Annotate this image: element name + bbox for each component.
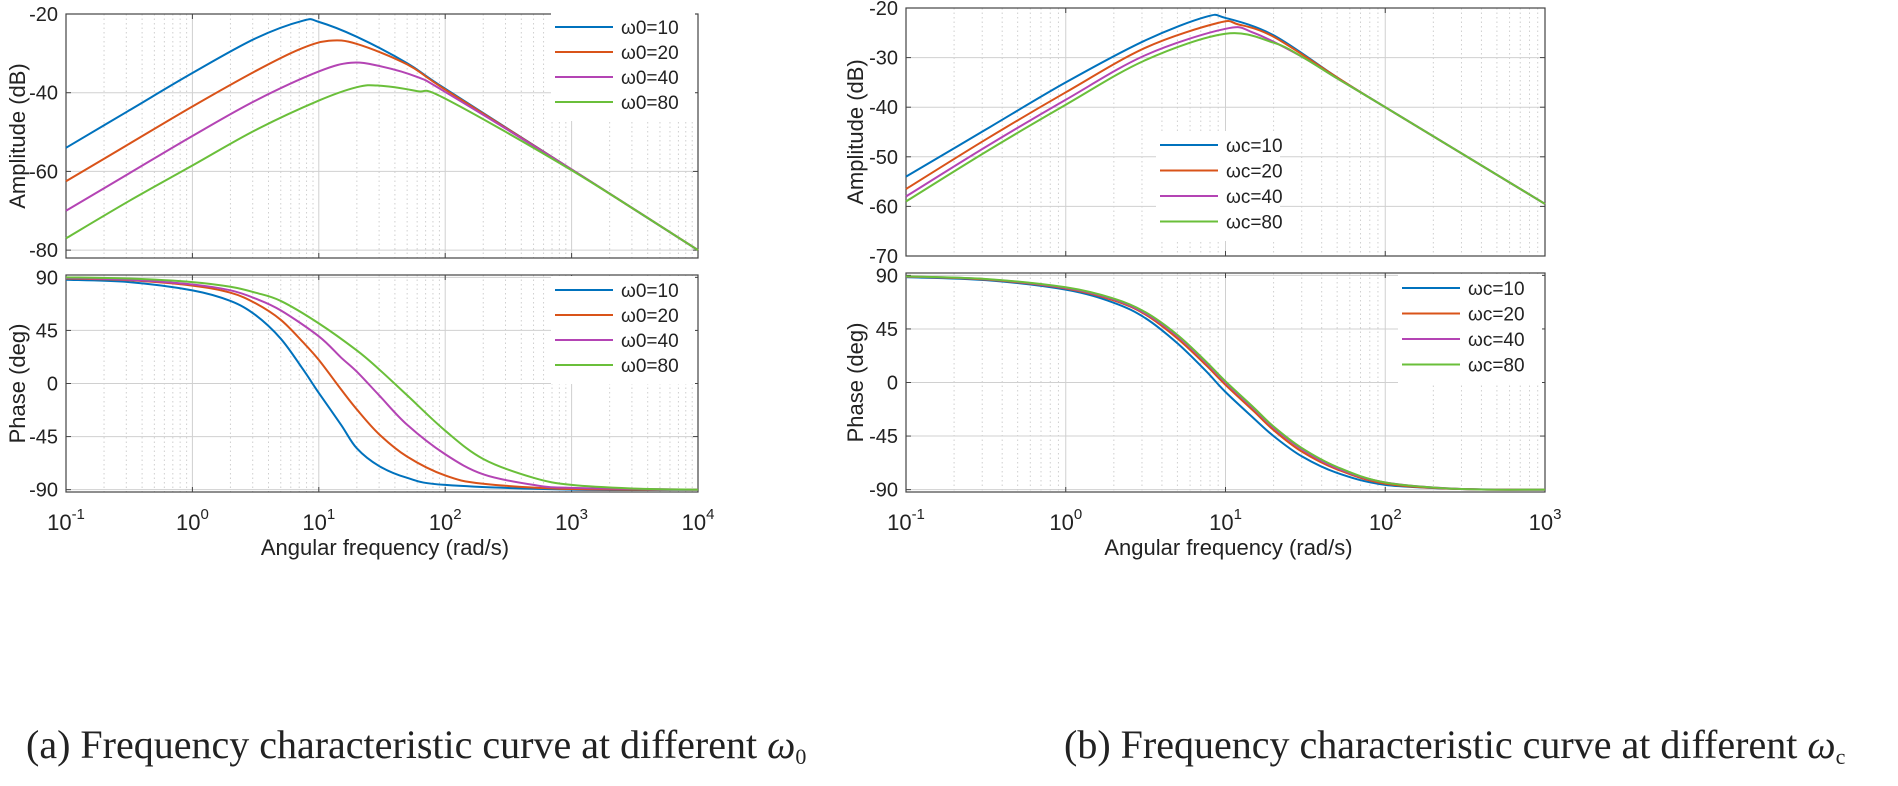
- series-line-1: [905, 276, 1546, 491]
- x-tick-label: 101: [1209, 506, 1242, 535]
- y-tick-label: -90: [869, 480, 898, 502]
- caption-b-symbol: ω: [1807, 722, 1836, 767]
- y-tick-label: 45: [36, 320, 58, 342]
- axes-box: [65, 13, 699, 259]
- caption-b-subscript: c: [1835, 744, 1846, 769]
- x-tick-label: 103: [555, 506, 588, 535]
- legend-label: ωc=40: [1226, 187, 1283, 208]
- x-tick-label: 104: [682, 506, 715, 535]
- y-tick-label: 90: [36, 267, 58, 289]
- x-tick-label: 100: [176, 506, 209, 535]
- series-line-1: [65, 278, 699, 491]
- legend: ωc=10 ωc=20 ωc=40 ωc=80: [1156, 131, 1283, 241]
- y-tick-label: 0: [47, 374, 58, 396]
- legend-label: ω0=10: [621, 18, 679, 39]
- y-tick-label: -60: [29, 161, 58, 183]
- y-tick-label: -45: [869, 426, 898, 448]
- y-tick-label: -20: [29, 4, 58, 26]
- legend-label: ωc=20: [1468, 305, 1525, 326]
- x-tick-label: 103: [1529, 506, 1562, 535]
- y-tick-label: -70: [869, 246, 898, 268]
- y-tick-label: -40: [29, 83, 58, 105]
- x-tick-label: 10-1: [47, 506, 85, 535]
- x-axis-label: Angular frequency (rad/s): [1104, 535, 1352, 560]
- axes-box: [905, 272, 1546, 493]
- series-line-3: [65, 276, 699, 491]
- legend-label: ωc=80: [1226, 213, 1283, 234]
- y-tick-label: 0: [887, 373, 898, 395]
- panel-a-phase: 90 45 0 -45 -90 10-1 100 101 102 103 104 ω0=10 ω0=20…: [5, 267, 714, 560]
- y-axis-label: Phase (deg): [5, 324, 30, 444]
- legend-label: ωc=10: [1226, 136, 1283, 157]
- legend-label: ω0=40: [621, 68, 679, 89]
- y-tick-label: -80: [29, 240, 58, 262]
- series-line-4: [905, 32, 1546, 205]
- y-axis-label: Amplitude (dB): [5, 63, 30, 209]
- y-tick-label: -60: [869, 196, 898, 218]
- legend-label: ω0=20: [621, 306, 679, 327]
- series-line-3: [65, 61, 699, 251]
- legend-label: ωc=20: [1226, 162, 1283, 183]
- x-tick-label: 102: [1369, 506, 1402, 535]
- series-line-2: [65, 277, 699, 491]
- legend: ωc=10 ωc=20 ωc=40 ωc=80: [1398, 274, 1542, 384]
- caption-b: (b) Frequency characteristic curve at di…: [1064, 725, 1845, 768]
- x-tick-label: 10-1: [887, 506, 925, 535]
- legend: ω0=10 ω0=20 ω0=40 ω0=80: [551, 13, 695, 121]
- legend-label: ωc=10: [1468, 279, 1525, 300]
- y-tick-label: 90: [876, 265, 898, 287]
- y-tick-label: -20: [869, 0, 898, 20]
- legend-label: ω0=80: [621, 356, 679, 377]
- legend-background: [1398, 274, 1542, 384]
- legend-label: ωc=40: [1468, 330, 1525, 351]
- series-line-4: [65, 276, 699, 491]
- x-tick-label: 102: [429, 506, 462, 535]
- legend-label: ω0=80: [621, 93, 679, 114]
- caption-a: (a) Frequency characteristic curve at di…: [26, 725, 806, 768]
- axes-box: [905, 7, 1546, 257]
- panel-a-amplitude: -20 -40 -60 -80 ω0=10 ω0=20 ω0=40 ω0=80 Amplitud…: [5, 4, 699, 262]
- caption-b-text: (b) Frequency characteristic curve at di…: [1064, 722, 1808, 767]
- x-tick-label: 101: [302, 506, 335, 535]
- y-axis-label: Amplitude (dB): [843, 59, 868, 205]
- caption-a-text: (a) Frequency characteristic curve at di…: [26, 722, 768, 767]
- legend-label: ω0=40: [621, 331, 679, 352]
- axes-box: [65, 274, 699, 493]
- caption-a-symbol: ω: [767, 722, 796, 767]
- y-tick-label: -40: [869, 97, 898, 119]
- legend-label: ω0=20: [621, 43, 679, 64]
- caption-a-subscript: 0: [795, 744, 807, 769]
- panel-b-amplitude: -20 -30 -40 -50 -60 -70 ωc=10 ωc=20 ωc=40 ωc=80 Am…: [843, 0, 1546, 268]
- y-axis-label: Phase (deg): [843, 323, 868, 443]
- legend-background: [1156, 131, 1280, 241]
- series-line-4: [905, 275, 1546, 491]
- y-tick-label: -90: [29, 480, 58, 502]
- y-tick-label: 45: [876, 319, 898, 341]
- y-tick-label: -30: [869, 48, 898, 70]
- legend-label: ω0=10: [621, 281, 679, 302]
- x-tick-label: 100: [1049, 506, 1082, 535]
- y-tick-label: -45: [29, 427, 58, 449]
- y-tick-label: -50: [869, 147, 898, 169]
- legend: ω0=10 ω0=20 ω0=40 ω0=80: [551, 276, 695, 384]
- series-line-4: [65, 84, 699, 251]
- x-axis-label: Angular frequency (rad/s): [261, 535, 509, 560]
- legend-label: ωc=80: [1468, 356, 1525, 377]
